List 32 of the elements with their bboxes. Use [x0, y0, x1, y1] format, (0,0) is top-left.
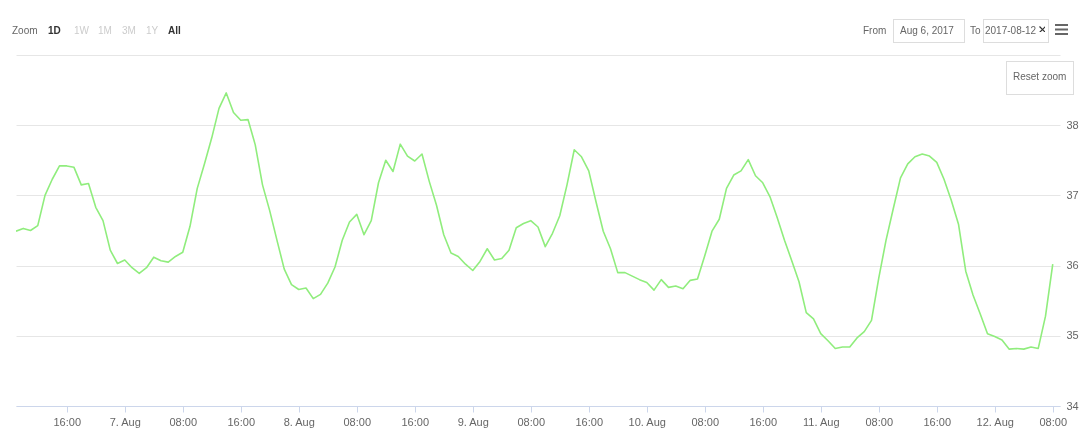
x-tick-label: 16:00: [923, 415, 952, 428]
x-tick-label: 08:00: [865, 415, 894, 428]
x-tick-label: 16:00: [53, 415, 82, 428]
text: 1D: [48, 25, 61, 36]
x-tick-label: 9. Aug: [457, 415, 489, 428]
x-tick-label: 7. Aug: [109, 415, 141, 428]
x-tick-label: 08:00: [517, 415, 546, 428]
x-tick-label: 11. Aug: [803, 415, 840, 428]
y-tick-label: 36: [1066, 259, 1079, 272]
y-tick-label: 37: [1066, 188, 1079, 201]
text: To: [970, 25, 981, 36]
x-tick-label: 08:00: [1039, 415, 1068, 428]
y-tick-label: 35: [1066, 329, 1079, 342]
x-tick-label: 16:00: [575, 415, 604, 428]
x-tick-label: 08:00: [169, 415, 198, 428]
x-tick-label: 08:00: [343, 415, 372, 428]
x-tick-label: 16:00: [749, 415, 778, 428]
x-tick-label: 08:00: [691, 415, 720, 428]
x-tick-label: 16:00: [401, 415, 430, 428]
text: Zoom: [12, 25, 38, 36]
x-tick-label: 16:00: [227, 415, 256, 428]
x-tick-label: 8. Aug: [283, 415, 315, 428]
text: Aug 6, 2017: [900, 25, 954, 36]
x-tick-label: 10. Aug: [628, 415, 666, 428]
text: All: [168, 25, 181, 36]
x-tick-label: 12. Aug: [976, 415, 1014, 428]
y-tick-label: 34: [1066, 399, 1079, 412]
text: 2017-08-12: [985, 25, 1037, 36]
line-series: [16, 92, 1054, 350]
text: From: [863, 25, 887, 36]
y-tick-label: 38: [1066, 118, 1079, 131]
annotation: Reset zoom: [1013, 71, 1067, 82]
